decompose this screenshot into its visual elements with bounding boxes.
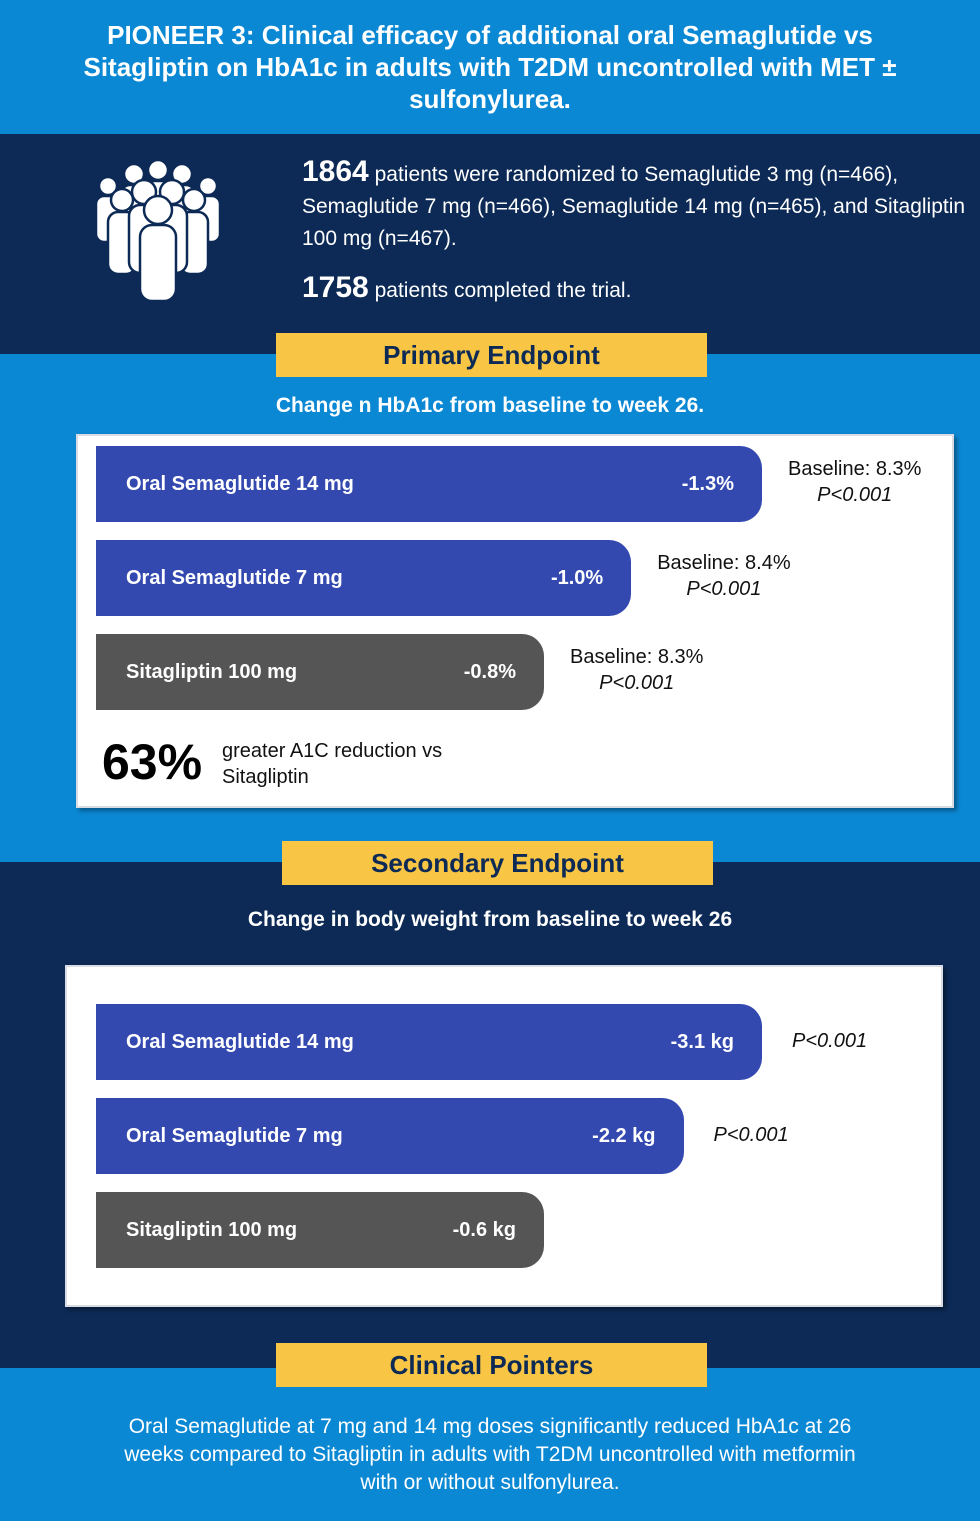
bar-category-label: Oral Semaglutide 7 mg <box>126 1125 343 1147</box>
bar-category-label: Oral Semaglutide 14 mg <box>126 473 354 495</box>
page-title: PIONEER 3: Clinical efficacy of addition… <box>83 20 897 114</box>
bar-annotation: Baseline: 8.4% P<0.001 <box>657 550 790 602</box>
clinical-pointers-tag: Clinical Pointers <box>276 1343 707 1387</box>
baseline-label: Baseline: 8.3% <box>788 458 922 480</box>
people-group-icon <box>94 158 222 302</box>
bar-value-label: -0.8% <box>463 661 516 683</box>
clinical-pointers-text: Oral Semaglutide at 7 mg and 14 mg doses… <box>0 1413 980 1497</box>
baseline-label: Baseline: 8.4% <box>657 552 791 574</box>
secondary-subtitle: Change in body weight from baseline to w… <box>247 908 733 931</box>
bar-value-label: -1.0% <box>550 567 604 589</box>
header: PIONEER 3: Clinical efficacy of addition… <box>0 0 980 134</box>
bar-value-label: -1.3% <box>681 473 734 495</box>
bar-category-label: Oral Semaglutide 7 mg <box>126 567 343 589</box>
bar-category-label: Sitagliptin 100 mg <box>126 661 298 683</box>
bar-category-label: Oral Semaglutide 14 mg <box>126 1031 354 1053</box>
chart-bar: Sitagliptin 100 mg -0.6 kg <box>96 1192 544 1268</box>
highlight-value: 63% <box>102 734 203 790</box>
bar-annotation: P<0.001 <box>792 1028 867 1054</box>
bar-value-label: -2.2 kg <box>592 1125 656 1147</box>
chart-bar: Oral Semaglutide 14 mg -1.3% <box>96 446 762 522</box>
randomized-stat: 1864 patients were randomized to Semaglu… <box>302 156 972 255</box>
primary-subtitle: Change n HbA1c from baseline to week 26. <box>275 394 705 417</box>
bar-value-label: -3.1 kg <box>670 1031 734 1053</box>
pointers-paragraph: Oral Semaglutide at 7 mg and 14 mg doses… <box>124 1415 856 1494</box>
baseline-label: Baseline: 8.3% <box>570 646 704 668</box>
highlight-text: greater A1C reduction vs Sitagliptin <box>222 740 443 788</box>
chart-bar: Oral Semaglutide 7 mg -1.0% <box>96 540 632 616</box>
bar-annotation: Baseline: 8.3% P<0.001 <box>570 644 703 696</box>
p-value-label: P<0.001 <box>686 578 762 600</box>
chart-bar: Sitagliptin 100 mg -0.8% <box>96 634 544 710</box>
p-value-label: P<0.001 <box>713 1124 789 1146</box>
completed-text: patients completed the trial. <box>374 279 632 302</box>
secondary-endpoint-tag: Secondary Endpoint <box>282 841 713 885</box>
randomized-text: patients were randomized to Semaglutide … <box>302 163 966 250</box>
completed-count: 1758 <box>302 271 369 304</box>
pointers-band <box>0 1368 980 1521</box>
p-value-label: P<0.001 <box>792 1030 868 1052</box>
chart-bar: Oral Semaglutide 7 mg -2.2 kg <box>96 1098 684 1174</box>
bar-category-label: Sitagliptin 100 mg <box>126 1219 298 1241</box>
p-value-label: P<0.001 <box>599 672 675 694</box>
primary-endpoint-tag: Primary Endpoint <box>276 333 707 377</box>
p-value-label: P<0.001 <box>817 484 893 506</box>
chart-bar: Oral Semaglutide 14 mg -3.1 kg <box>96 1004 762 1080</box>
bar-annotation: Baseline: 8.3% P<0.001 <box>788 456 921 508</box>
bar-value-label: -0.6 kg <box>452 1219 516 1241</box>
completed-stat: 1758 patients completed the trial. <box>302 272 972 307</box>
bar-annotation: P<0.001 <box>714 1122 789 1148</box>
randomized-count: 1864 <box>302 155 369 188</box>
